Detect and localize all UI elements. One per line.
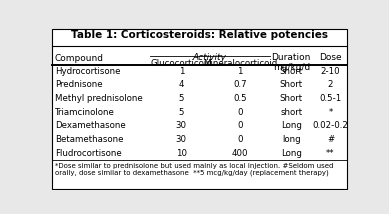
Text: 0.5: 0.5 [233,94,247,103]
Text: Methyl prednisolone: Methyl prednisolone [54,94,142,103]
Text: 400: 400 [232,149,248,158]
Text: 2-10: 2-10 [321,67,340,76]
Text: Dexamethasone: Dexamethasone [54,122,125,131]
Text: Short: Short [280,67,303,76]
Text: Fludrocortisone: Fludrocortisone [54,149,121,158]
Text: *: * [328,108,333,117]
Text: Compound: Compound [54,54,103,63]
Text: 1: 1 [237,67,243,76]
Text: Prednisone: Prednisone [54,80,102,89]
Text: 2: 2 [328,80,333,89]
Text: 0: 0 [237,108,243,117]
Text: 10: 10 [176,149,187,158]
Text: Mineralocorticoid: Mineralocorticoid [203,59,277,68]
Text: Dose: Dose [319,53,342,62]
FancyBboxPatch shape [52,29,347,189]
Text: Long: Long [281,122,302,131]
Text: Triamcinolone: Triamcinolone [54,108,114,117]
Text: Activity: Activity [193,53,227,62]
Text: 30: 30 [176,135,187,144]
Text: 0.7: 0.7 [233,80,247,89]
Text: 4: 4 [179,80,184,89]
Text: short: short [280,108,302,117]
Text: #: # [327,135,334,144]
Text: Hydrocortisone: Hydrocortisone [54,67,120,76]
Text: 5: 5 [179,94,184,103]
Text: **: ** [326,149,335,158]
Text: Short: Short [280,94,303,103]
Text: 5: 5 [179,108,184,117]
Text: 0: 0 [237,122,243,131]
Text: 0.02-0.2: 0.02-0.2 [313,122,349,131]
Text: Table 1: Corticosteroids: Relative potencies: Table 1: Corticosteroids: Relative poten… [71,30,328,40]
Text: *Dose similar to prednisolone but used mainly as local injection. #Seldom used
o: *Dose similar to prednisolone but used m… [54,163,333,176]
Text: 30: 30 [176,122,187,131]
Text: Duration
mg/kg/d: Duration mg/kg/d [272,53,311,72]
Text: Betamethasone: Betamethasone [54,135,123,144]
Text: 0.5-1: 0.5-1 [319,94,342,103]
Text: Long: Long [281,149,302,158]
Text: 1: 1 [179,67,184,76]
Text: long: long [282,135,301,144]
Text: 0: 0 [237,135,243,144]
Text: Short: Short [280,80,303,89]
Text: Glucocorticoid: Glucocorticoid [151,59,212,68]
